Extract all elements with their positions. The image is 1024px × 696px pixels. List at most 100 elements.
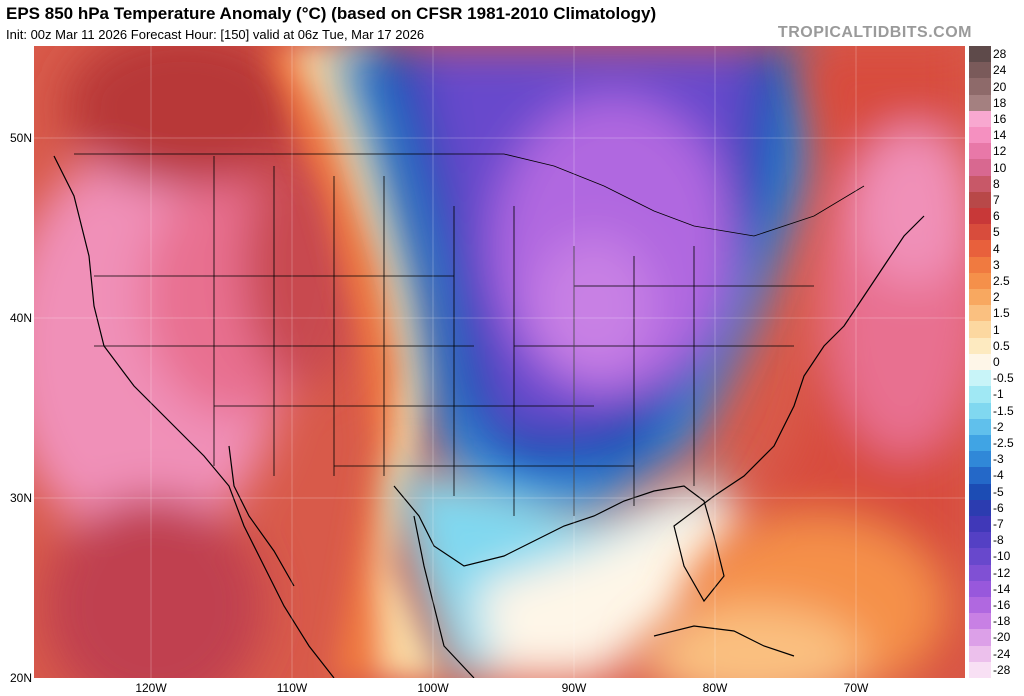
colorbar-label: -8 [993,533,1004,548]
colorbar-cell [969,175,991,193]
colorbar-label: 7 [993,192,1000,207]
colorbar-label: -14 [993,581,1011,596]
map-subtitle: Init: 00z Mar 11 2026 Forecast Hour: [15… [6,27,425,42]
colorbar-cell [969,418,991,436]
lon-label-100w: 100W [417,681,449,695]
colorbar-label: 0 [993,355,1000,369]
colorbar-label: 10 [993,160,1007,175]
colorbar-cell [969,596,991,614]
colorbar-label: -6 [993,500,1004,515]
colorbar-label: 14 [993,128,1007,143]
colorbar-cell [969,402,991,420]
brand-watermark: TROPICALTIDBITS.COM [777,24,972,41]
colorbar-cell [969,661,991,679]
graticule [34,46,965,678]
colorbar-label: -16 [993,598,1011,613]
atlantic-warm-anomaly [644,46,965,678]
colorbar-label: -28 [993,662,1011,677]
colorbar-label: -1.5 [993,403,1014,418]
lon-label-90w: 90W [561,681,587,695]
colorbar-label: -20 [993,630,1011,645]
colorbar-cell [969,370,991,387]
colorbar [969,46,991,679]
colorbar-cell [969,580,991,598]
colorbar-cell [969,613,991,630]
colorbar-cell [969,46,991,63]
colorbar-label: -0.5 [993,371,1014,386]
colorbar-label: 28 [993,47,1007,62]
colorbar-cell [969,434,991,452]
colorbar-cell [969,645,991,663]
colorbar-label: 18 [993,95,1007,110]
colorbar-label: -5 [993,484,1004,499]
colorbar-cell [969,305,991,322]
colorbar-cell [969,386,991,403]
header: EPS 850 hPa Temperature Anomaly (°C) (ba… [0,0,1024,46]
colorbar-label: 4 [993,241,1000,256]
colorbar-cell [969,143,991,160]
map-title: EPS 850 hPa Temperature Anomaly (°C) (ba… [6,4,657,23]
lon-label-80w: 80W [702,681,728,695]
colorbar-cell [969,78,991,96]
colorbar-label: -4 [993,468,1004,483]
colorbar-cell [969,62,991,79]
colorbar-cell [969,548,991,566]
colorbar-label: 1.5 [993,306,1010,321]
colorbar-cell [969,191,991,209]
colorbar-cell [969,337,991,355]
colorbar-cell [969,321,991,339]
colorbar-cell [969,208,991,225]
colorbar-cell [969,94,991,112]
anomaly-map-svg [34,46,965,678]
colorbar-cell [969,451,991,468]
colorbar-label: 16 [993,111,1007,126]
colorbar-cell [969,467,991,485]
colorbar-label: 1 [993,322,1000,337]
colorbar-cell [969,515,991,533]
colorbar-label: -24 [993,646,1011,661]
lat-label-50n: 50N [9,131,32,145]
lon-label-110w: 110W [276,681,308,695]
colorbar-cell [969,532,991,549]
colorbar-cell [969,240,991,258]
colorbar-cell [969,224,991,241]
colorbar-label: -2 [993,419,1004,434]
colorbar-label: 12 [993,144,1007,159]
lat-label-20n: 20N [9,671,32,685]
colorbar-label: 20 [993,79,1007,94]
colorbar-label: 6 [993,209,1000,224]
colorbar-cell [969,127,991,144]
colorbar-label: 8 [993,176,1000,191]
colorbar-label: 2 [993,290,1000,305]
colorbar-label: 3 [993,257,1000,272]
colorbar-cell [969,272,991,290]
colorbar-label: -18 [993,614,1011,629]
lat-label-30n: 30N [9,491,32,505]
colorbar-cell [969,159,991,177]
coastlines [53,155,925,678]
gulf-transition [394,466,754,678]
colorbar-label: -7 [993,517,1004,532]
colorbar-label: -3 [993,452,1004,467]
anomaly-map [34,46,965,678]
colorbar-label: -2.5 [993,436,1014,451]
colorbar-cell [969,110,991,128]
political-borders [74,153,865,516]
colorbar-label: -1 [993,387,1004,402]
colorbar-label: 24 [993,63,1007,78]
colorbar-cell [969,629,991,647]
colorbar-cell [969,483,991,501]
colorbar-cell [969,256,991,274]
lat-label-40n: 40N [9,311,32,325]
colorbar-label: -10 [993,549,1011,564]
colorbar-cell [969,564,991,582]
colorbar-cell [969,289,991,306]
colorbar-cell [969,353,991,371]
colorbar-label: 0.5 [993,338,1010,353]
colorbar-label: 2.5 [993,273,1010,288]
colorbar-label: -12 [993,565,1011,580]
lon-label-70w: 70W [843,681,869,695]
colorbar-label: 5 [993,225,1000,240]
lon-label-120w: 120W [135,681,167,695]
colorbar-cell [969,499,991,517]
